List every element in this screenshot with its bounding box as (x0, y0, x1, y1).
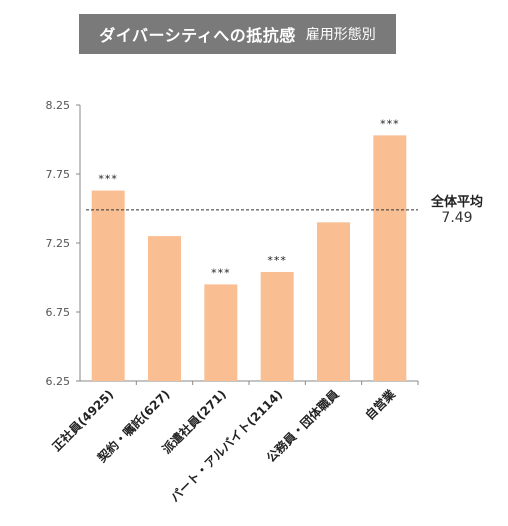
y-tick-label: 7.75 (46, 168, 71, 181)
y-tick-label: 7.25 (46, 237, 71, 250)
x-tick-label: 自営業 (362, 386, 399, 423)
significance-label: *** (380, 117, 400, 130)
x-tick-label: パート・アルバイト(2114) (168, 387, 286, 505)
significance-label: *** (98, 173, 118, 186)
bar (260, 271, 294, 381)
bar (204, 284, 238, 381)
significance-label: *** (267, 254, 287, 267)
chart-title-banner: ダイバーシティへの抵抗感 雇用形態別 (79, 14, 396, 54)
significance-label: *** (211, 266, 231, 279)
bar (91, 190, 125, 381)
chart-subtitle: 雇用形態別 (305, 27, 376, 43)
y-tick-label: 6.75 (46, 306, 71, 319)
average-label: 全体平均 (430, 195, 483, 210)
y-tick-label: 8.25 (46, 99, 71, 112)
bar (317, 222, 350, 381)
bar (373, 135, 407, 381)
y-tick-label: 6.25 (46, 375, 71, 388)
chart-title: ダイバーシティへの抵抗感 (99, 26, 296, 45)
bar (148, 236, 181, 381)
average-value: 7.49 (441, 210, 473, 226)
